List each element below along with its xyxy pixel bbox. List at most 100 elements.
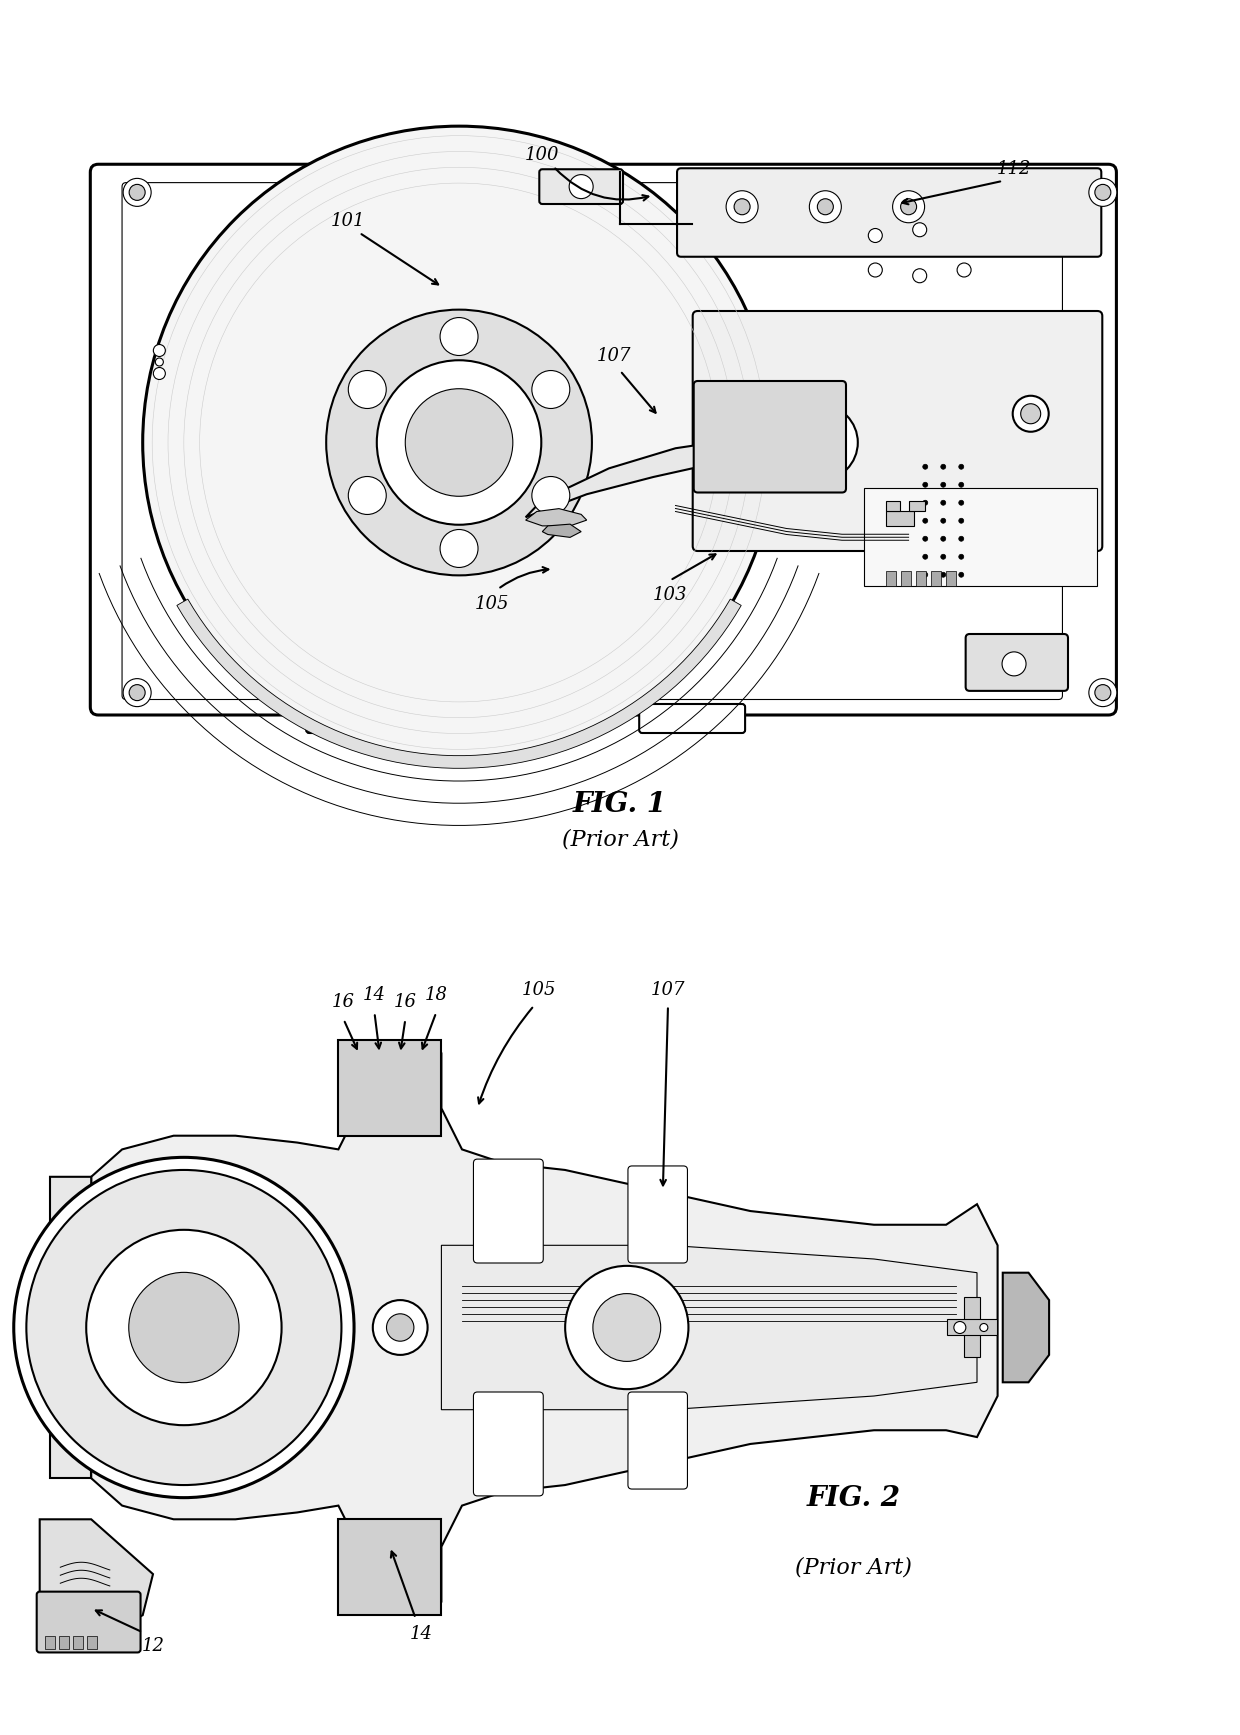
Text: 105: 105: [475, 595, 510, 612]
Text: 14: 14: [409, 1626, 433, 1643]
FancyBboxPatch shape: [91, 165, 1116, 715]
Polygon shape: [526, 413, 820, 517]
Bar: [931, 571, 941, 586]
Circle shape: [923, 482, 928, 488]
Circle shape: [532, 477, 570, 515]
FancyBboxPatch shape: [639, 704, 745, 732]
Polygon shape: [50, 1397, 92, 1478]
Bar: [864, 489, 1097, 586]
Text: 107: 107: [651, 980, 686, 999]
Circle shape: [781, 404, 858, 481]
Circle shape: [959, 573, 963, 578]
Polygon shape: [40, 1520, 153, 1636]
Text: 101: 101: [331, 212, 366, 229]
Circle shape: [87, 1230, 281, 1424]
Circle shape: [1021, 404, 1040, 423]
Circle shape: [1095, 685, 1111, 701]
Bar: [58, 1636, 69, 1650]
Text: 14: 14: [363, 987, 386, 1005]
FancyBboxPatch shape: [539, 170, 622, 205]
Circle shape: [727, 191, 758, 222]
Circle shape: [959, 500, 963, 505]
Circle shape: [893, 191, 925, 222]
Circle shape: [532, 371, 570, 408]
Circle shape: [923, 465, 928, 468]
Circle shape: [923, 519, 928, 524]
Circle shape: [913, 269, 926, 283]
Circle shape: [569, 175, 593, 198]
Circle shape: [913, 222, 926, 236]
Text: 112: 112: [997, 160, 1032, 179]
Circle shape: [1089, 678, 1117, 706]
Circle shape: [155, 357, 164, 366]
Circle shape: [941, 573, 946, 578]
Circle shape: [959, 536, 963, 541]
Circle shape: [405, 389, 513, 496]
Polygon shape: [92, 1053, 998, 1601]
Bar: [887, 501, 900, 512]
Polygon shape: [50, 1176, 92, 1273]
FancyBboxPatch shape: [37, 1591, 140, 1652]
Text: 16: 16: [394, 992, 417, 1012]
Circle shape: [923, 500, 928, 505]
Circle shape: [348, 477, 386, 515]
Circle shape: [941, 553, 946, 559]
Circle shape: [1095, 184, 1111, 200]
FancyBboxPatch shape: [693, 311, 1102, 552]
Circle shape: [795, 418, 844, 467]
Circle shape: [959, 482, 963, 488]
Circle shape: [348, 371, 386, 408]
FancyBboxPatch shape: [966, 633, 1068, 691]
Circle shape: [923, 536, 928, 541]
Circle shape: [868, 229, 883, 243]
Bar: [45, 1636, 55, 1650]
Circle shape: [923, 553, 928, 559]
Circle shape: [565, 1267, 688, 1390]
Circle shape: [941, 519, 946, 524]
FancyBboxPatch shape: [693, 382, 846, 493]
Polygon shape: [339, 1520, 441, 1615]
Bar: [916, 571, 926, 586]
Bar: [887, 510, 914, 526]
Text: 105: 105: [522, 980, 557, 999]
Circle shape: [440, 529, 479, 567]
Circle shape: [941, 536, 946, 541]
Bar: [87, 1636, 97, 1650]
Circle shape: [817, 200, 833, 215]
FancyBboxPatch shape: [627, 1166, 687, 1263]
FancyBboxPatch shape: [306, 704, 557, 732]
Circle shape: [954, 1322, 966, 1334]
Polygon shape: [542, 524, 582, 538]
Text: 18: 18: [425, 987, 448, 1005]
Circle shape: [941, 465, 946, 468]
Polygon shape: [441, 1246, 977, 1411]
Text: 107: 107: [598, 347, 631, 364]
Bar: [73, 1636, 83, 1650]
Polygon shape: [526, 508, 587, 526]
Circle shape: [810, 191, 842, 222]
Text: (Prior Art): (Prior Art): [562, 829, 678, 850]
Polygon shape: [339, 1039, 441, 1136]
Bar: [887, 571, 897, 586]
Circle shape: [900, 200, 916, 215]
FancyBboxPatch shape: [474, 1391, 543, 1496]
Text: 100: 100: [525, 146, 559, 163]
Circle shape: [387, 1313, 414, 1341]
Circle shape: [980, 1324, 988, 1331]
Circle shape: [941, 500, 946, 505]
Circle shape: [26, 1169, 341, 1485]
Text: FIG. 2: FIG. 2: [806, 1485, 900, 1513]
Text: 103: 103: [652, 586, 687, 604]
Bar: [901, 571, 911, 586]
Circle shape: [129, 1272, 239, 1383]
Circle shape: [326, 309, 591, 576]
Bar: [947, 1320, 997, 1336]
Bar: [963, 1298, 980, 1357]
Circle shape: [593, 1294, 661, 1362]
Polygon shape: [177, 599, 742, 769]
FancyBboxPatch shape: [474, 1159, 543, 1263]
Circle shape: [377, 361, 542, 524]
Text: 16: 16: [332, 992, 355, 1012]
Text: (Prior Art): (Prior Art): [795, 1556, 911, 1579]
Polygon shape: [1003, 1273, 1049, 1383]
